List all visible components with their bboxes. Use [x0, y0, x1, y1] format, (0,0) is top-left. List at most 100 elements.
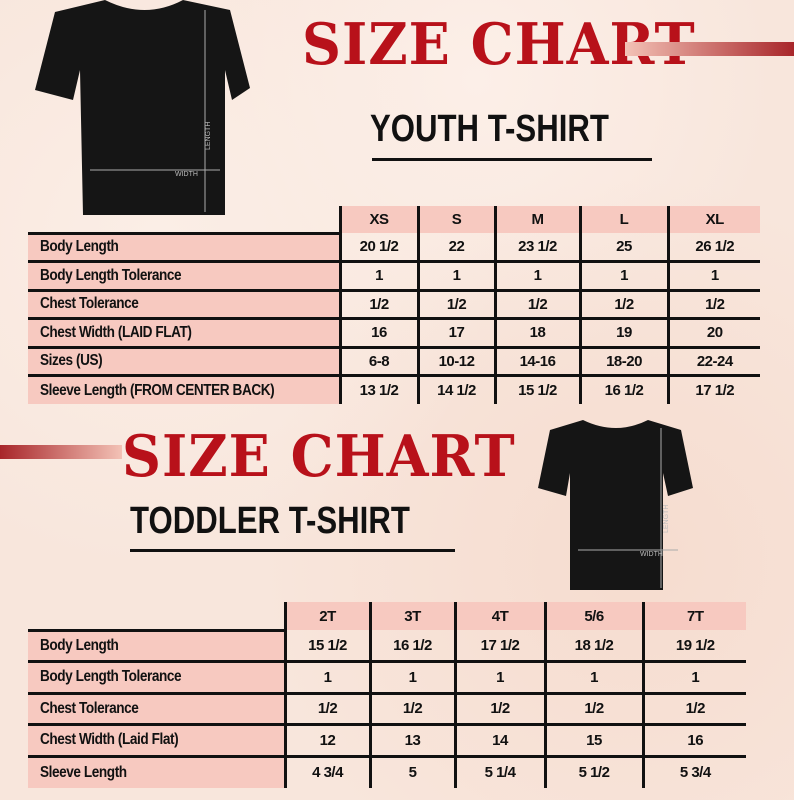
table-cell: 1/2	[453, 693, 545, 726]
row-label: Body Length	[28, 630, 285, 663]
table-cell: 23 1/2	[493, 233, 580, 263]
row-label: Chest Tolerance	[28, 290, 340, 320]
row-label: Sizes (US)	[28, 347, 340, 377]
table-cell: 17	[416, 318, 495, 349]
table-row: Chest Width (LAID FLAT) 16 17 18 19 20	[28, 318, 760, 349]
table-cell: 1	[338, 261, 418, 292]
row-label-text: Sleeve Length	[40, 763, 127, 781]
table-cell: 5 1/4	[453, 756, 545, 788]
table-cell: 16 1/2	[578, 375, 668, 404]
size-header: XL	[666, 206, 760, 233]
table-cell: 5	[368, 756, 455, 788]
toddler-underline	[130, 549, 455, 552]
table-cell: 15 1/2	[493, 375, 580, 404]
table-cell: 14-16	[493, 347, 580, 377]
size-header: XS	[338, 206, 418, 233]
length-label: LENGTH	[205, 122, 212, 150]
row-label-text: Body Length	[40, 636, 119, 654]
row-label-text: Body Length Tolerance	[40, 266, 182, 284]
row-label: Chest Width (Laid Flat)	[28, 724, 285, 758]
table-cell: 15 1/2	[283, 630, 370, 663]
table-cell: 1/2	[283, 693, 370, 726]
row-label: Sleeve Length (FROM CENTER BACK)	[28, 375, 340, 404]
size-header: 7T	[641, 602, 746, 630]
table-row: Chest Tolerance 1/2 1/2 1/2 1/2 1/2	[28, 290, 760, 320]
table-cell: 26 1/2	[666, 233, 760, 263]
table-cell: 16	[338, 318, 418, 349]
row-label-text: Chest Width (LAID FLAT)	[40, 323, 192, 341]
table-cell: 4 3/4	[283, 756, 370, 788]
table-cell: 20	[666, 318, 760, 349]
table-row: Sizes (US) 6-8 10-12 14-16 18-20 22-24	[28, 347, 760, 377]
table-row: Body Length Tolerance 1 1 1 1 1	[28, 261, 760, 292]
table-cell: 1/2	[416, 290, 495, 320]
size-header: L	[578, 206, 668, 233]
table-cell: 1	[283, 661, 370, 695]
table-cell: 25	[578, 233, 668, 263]
table-row: Chest Tolerance 1/2 1/2 1/2 1/2 1/2	[28, 693, 746, 726]
youth-tshirt-image: LENGTH WIDTH	[35, 0, 250, 215]
row-label-text: Body Length	[40, 238, 119, 256]
toddler-size-table: 2T 3T 4T 5/6 7T Body Length 15 1/2 16 1/2 1…	[28, 602, 746, 788]
table-cell: 15	[543, 724, 643, 758]
table-cell: 18	[493, 318, 580, 349]
table-row: Sleeve Length 4 3/4 5 5 1/4 5 1/2 5 3/4	[28, 756, 746, 788]
table-cell: 10-12	[416, 347, 495, 377]
row-label-text: Chest Width (Laid Flat)	[40, 731, 179, 749]
table-cell: 16	[641, 724, 746, 758]
table-cell: 1	[368, 661, 455, 695]
size-header: S	[416, 206, 495, 233]
table-cell: 1	[666, 261, 760, 292]
table-cell: 1/2	[578, 290, 668, 320]
size-header: M	[493, 206, 580, 233]
table-cell: 1	[453, 661, 545, 695]
width-label: WIDTH	[640, 551, 663, 558]
table-row: Body Length 20 1/2 22 23 1/2 25 26 1/2	[28, 233, 760, 263]
table-cell: 13	[368, 724, 455, 758]
table-cell: 19	[578, 318, 668, 349]
row-label: Chest Tolerance	[28, 693, 285, 726]
table-cell: 22-24	[666, 347, 760, 377]
row-label: Body Length Tolerance	[28, 261, 340, 292]
table-cell: 1	[543, 661, 643, 695]
table-cell: 5 1/2	[543, 756, 643, 788]
table-cell: 6-8	[338, 347, 418, 377]
table-row: Body Length Tolerance 1 1 1 1 1	[28, 661, 746, 695]
table-row: Chest Width (Laid Flat) 12 13 14 15 16	[28, 724, 746, 758]
table-cell: 20 1/2	[338, 233, 418, 263]
table-cell: 19 1/2	[641, 630, 746, 663]
size-header: 2T	[283, 602, 370, 630]
table-cell: 1/2	[641, 693, 746, 726]
width-label: WIDTH	[175, 171, 198, 178]
toddler-tshirt-image: LENGTH WIDTH	[538, 420, 693, 590]
size-header: 3T	[368, 602, 455, 630]
table-cell: 18 1/2	[543, 630, 643, 663]
row-label-text: Chest Tolerance	[40, 699, 139, 717]
row-label: Body Length	[28, 233, 340, 263]
table-row: Body Length 15 1/2 16 1/2 17 1/2 18 1/2 19 1/…	[28, 630, 746, 663]
table-header-row: 2T 3T 4T 5/6 7T	[28, 602, 746, 632]
table-cell: 13 1/2	[338, 375, 418, 404]
table-cell: 1	[578, 261, 668, 292]
size-header: 5/6	[543, 602, 643, 630]
row-label: Sleeve Length	[28, 756, 285, 788]
table-cell: 1/2	[338, 290, 418, 320]
table-cell: 22	[416, 233, 495, 263]
table-cell: 1/2	[666, 290, 760, 320]
table-cell: 1/2	[368, 693, 455, 726]
toddler-size-chart-title: SIZE CHART	[122, 422, 516, 490]
table-header-row: XS S M L XL	[28, 206, 760, 235]
table-row: Sleeve Length (FROM CENTER BACK) 13 1/2 14…	[28, 375, 760, 404]
decorative-bar	[625, 42, 794, 56]
row-label-text: Chest Tolerance	[40, 295, 139, 313]
table-cell: 14 1/2	[416, 375, 495, 404]
row-label-text: Sizes (US)	[40, 352, 103, 370]
size-header: 4T	[453, 602, 545, 630]
toddler-subtitle: TODDLER T-SHIRT	[130, 500, 410, 542]
row-label: Body Length Tolerance	[28, 661, 285, 695]
table-cell: 1/2	[543, 693, 643, 726]
table-cell: 1	[641, 661, 746, 695]
youth-underline	[372, 158, 652, 161]
table-cell: 17 1/2	[453, 630, 545, 663]
table-cell: 12	[283, 724, 370, 758]
